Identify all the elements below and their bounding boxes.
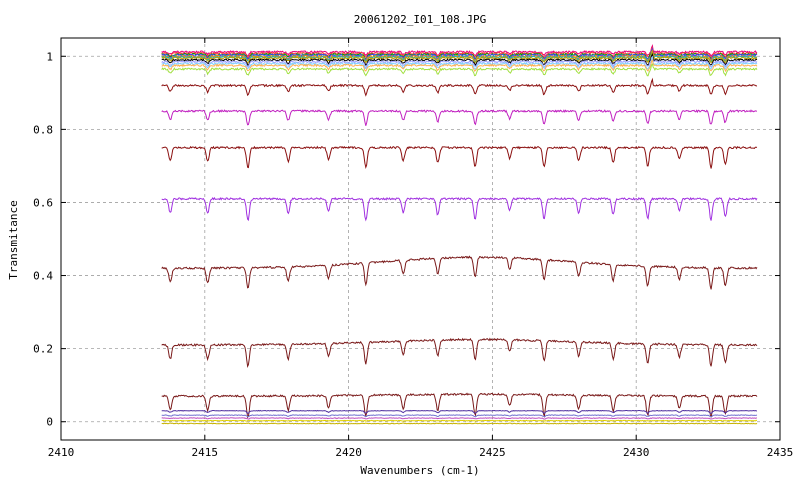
- series-line: [161, 58, 758, 73]
- y-axis-title: Transmitance: [7, 200, 20, 279]
- y-tick-label: 0.6: [33, 196, 53, 209]
- series-line: [161, 77, 758, 97]
- series-line: [161, 417, 757, 420]
- x-tick-label: 2420: [335, 446, 362, 459]
- series-line: [161, 43, 758, 58]
- y-tick-label: 0.8: [33, 123, 53, 136]
- series-line: [161, 422, 758, 425]
- series-group: [161, 43, 758, 425]
- x-tick-label: 2435: [767, 446, 794, 459]
- series-line: [161, 337, 758, 368]
- series-line: [161, 196, 758, 222]
- series-line: [161, 414, 758, 418]
- series-line: [161, 55, 758, 71]
- plot-frame: [60, 37, 781, 441]
- series-line: [161, 55, 758, 69]
- series-line: [161, 47, 758, 61]
- series-line: [161, 53, 758, 67]
- series-line: [161, 63, 758, 77]
- series-line: [161, 409, 758, 415]
- x-tick-label: 2425: [479, 446, 506, 459]
- series-line: [161, 255, 758, 290]
- series-line: [161, 46, 758, 59]
- y-tick-label: 0: [46, 416, 53, 429]
- x-axis: 2410 2415 2420 2425 2430 2435: [48, 38, 794, 459]
- y-tick-label: 0.2: [33, 343, 53, 356]
- series-line: [161, 50, 758, 65]
- series-line: [161, 51, 758, 63]
- series-line: [161, 145, 758, 169]
- chart-title: 20061202_I01_108.JPG: [354, 13, 486, 26]
- series-line: [161, 109, 757, 126]
- grid: [61, 38, 780, 440]
- x-tick-label: 2415: [192, 446, 219, 459]
- x-tick-label: 2410: [48, 446, 75, 459]
- series-line: [161, 419, 757, 422]
- x-tick-label: 2430: [623, 446, 650, 459]
- x-axis-title: Wavenumbers (cm-1): [360, 464, 479, 477]
- y-tick-label: 0.4: [33, 270, 53, 283]
- y-axis: 0 0.2 0.4 0.6 0.8 1: [33, 50, 780, 429]
- y-tick-label: 1: [46, 50, 53, 63]
- series-line: [161, 392, 758, 419]
